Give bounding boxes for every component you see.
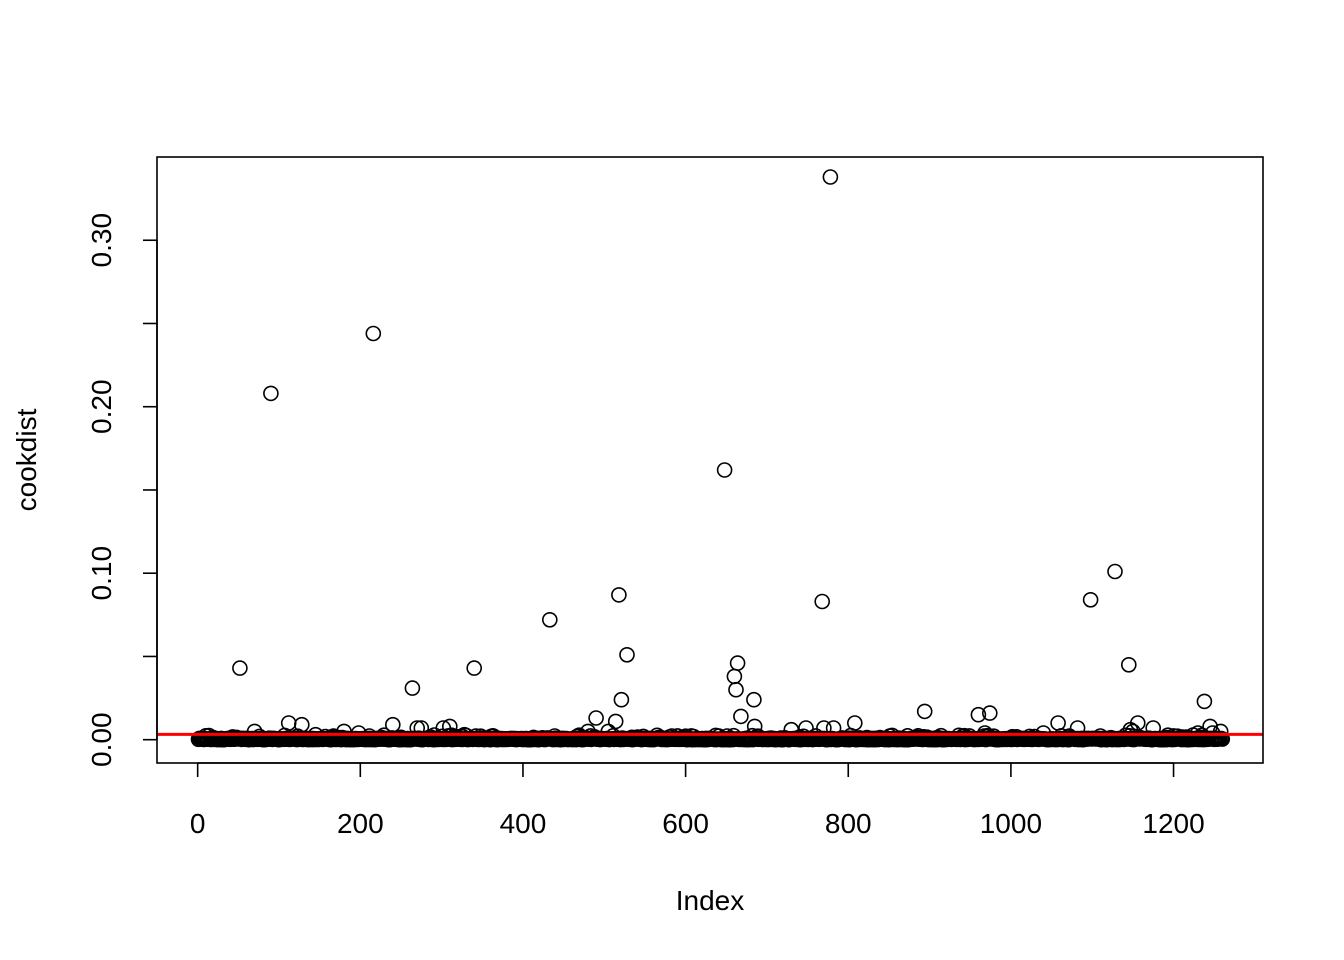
data-point [1082,591,1099,608]
data-point [729,655,746,671]
data-point [246,723,263,740]
data-point [541,611,558,628]
x-tick-label: 1000 [980,808,1042,839]
data-point [970,706,987,723]
y-tick-label: 0.10 [86,546,117,601]
points-layer [190,169,1231,748]
data-point [1212,723,1229,740]
data-point [635,728,652,745]
x-tick-label: 600 [662,808,709,839]
x-tick-label: 800 [825,808,872,839]
data-point [611,587,627,603]
data-point [1050,715,1066,731]
x-tick-label: 0 [190,808,206,839]
data-point [336,723,352,740]
data-point [580,723,596,740]
data-point [822,169,839,185]
x-axis: 0 200 400 600 800 1000 1200 [190,762,1205,839]
x-axis-label: Index [676,885,745,916]
data-point [746,691,762,708]
data-point [466,660,483,676]
data-point [293,716,310,733]
data-point [716,462,733,478]
data-point [1107,563,1123,580]
data-point [232,660,248,676]
data-point [814,593,831,610]
data-point [726,668,743,685]
data-point [981,705,998,721]
y-tick-label: 0.20 [86,379,117,434]
data-point [783,721,800,738]
x-tick-label: 1200 [1142,808,1204,839]
data-point [588,710,604,726]
data-point [728,681,744,698]
data-point [619,646,635,663]
y-axis: 0.00 0.10 0.20 0.30 [86,213,158,767]
data-point [733,708,749,725]
data-point [916,703,933,720]
data-point [365,325,382,342]
data-point [1125,723,1141,740]
data-point [280,715,297,731]
data-point [1196,693,1213,710]
data-point [1130,715,1146,731]
plot-frame [156,156,1264,764]
x-tick-label: 200 [337,808,384,839]
y-tick-label: 0.00 [86,712,117,767]
data-point [613,691,630,708]
data-point [600,723,617,740]
y-axis-label: cookdist [11,408,42,511]
y-tick-label: 0.30 [86,213,117,268]
x-tick-label: 400 [500,808,547,839]
data-point [607,713,624,730]
data-point [1121,656,1137,673]
data-point [263,385,279,402]
data-point [404,680,421,696]
data-point [384,716,401,733]
data-point [846,715,863,731]
